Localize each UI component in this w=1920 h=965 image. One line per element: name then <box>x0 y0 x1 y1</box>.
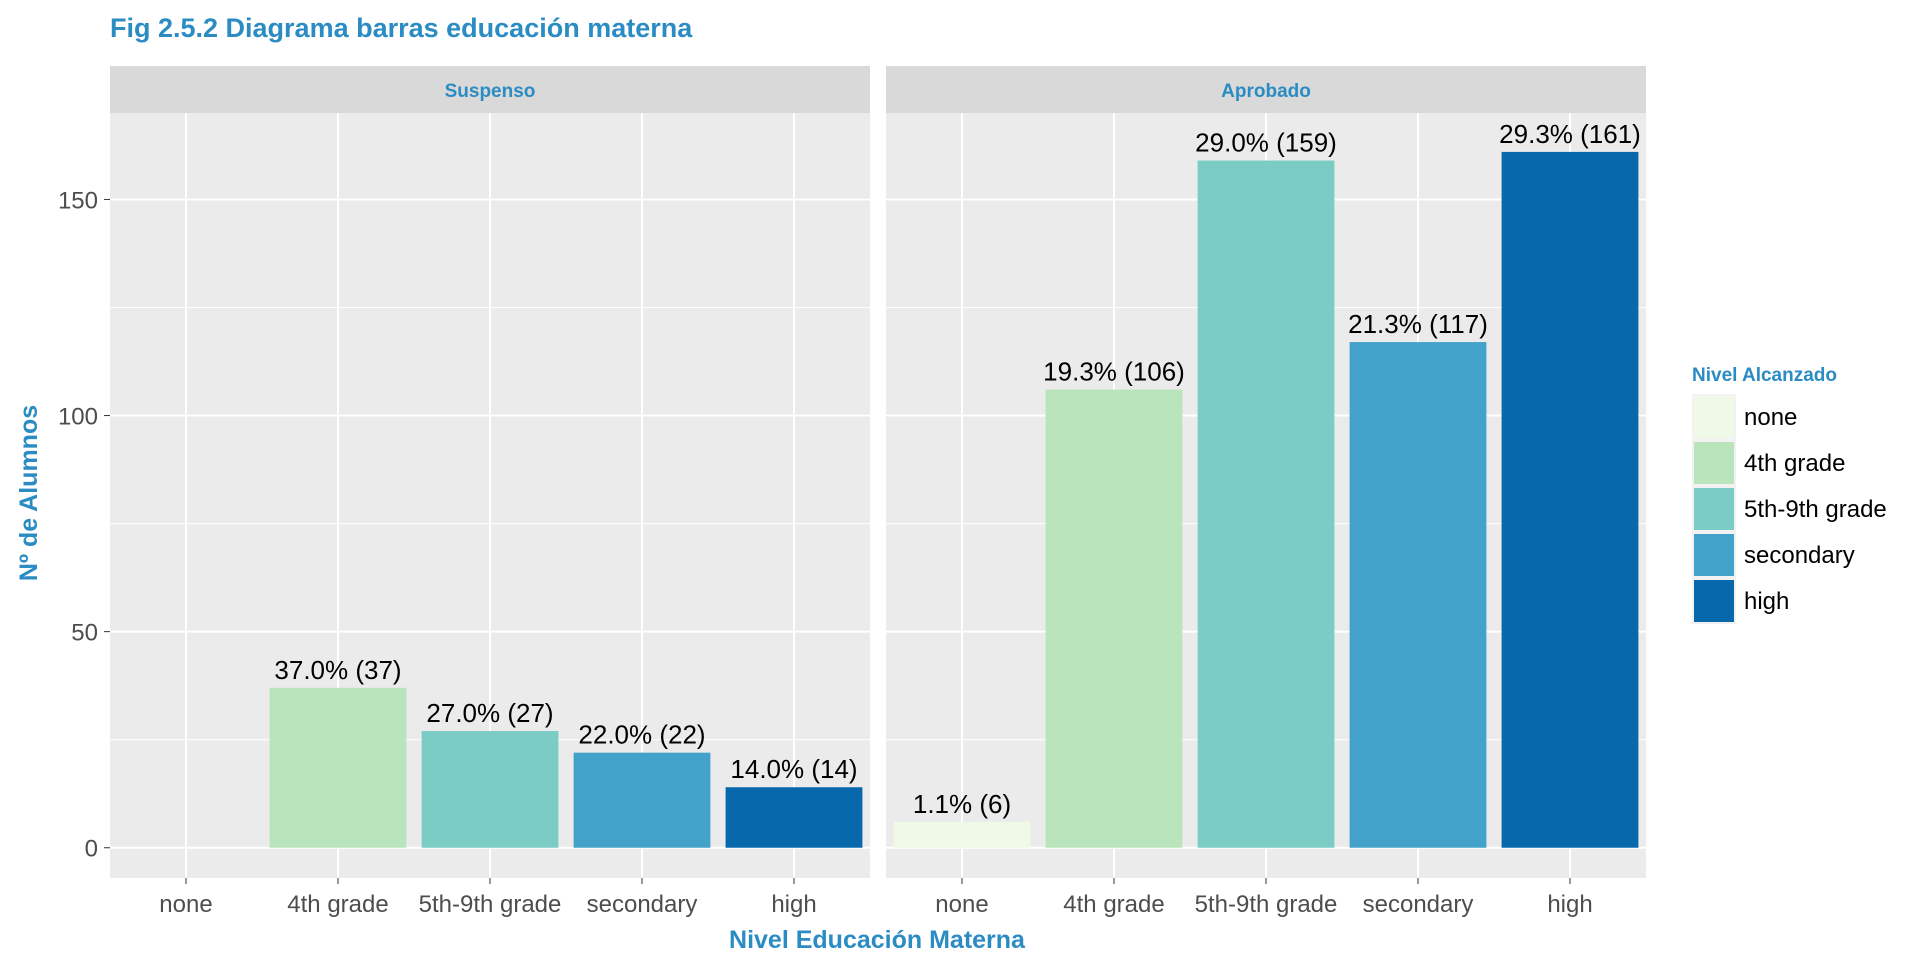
bar-suspenso-high <box>725 787 863 848</box>
chart-title: Fig 2.5.2 Diagrama barras educación mate… <box>110 13 693 43</box>
data-label: 21.3% (117) <box>1348 309 1488 339</box>
x-tick-label: 5th-9th grade <box>419 891 562 918</box>
x-tick-label: 4th grade <box>1063 891 1164 918</box>
y-tick-label: 50 <box>71 620 98 647</box>
legend-label: 4th grade <box>1744 450 1845 477</box>
x-tick-label: secondary <box>1363 891 1474 918</box>
facet-strip <box>886 66 1646 113</box>
facet-strip-label: Suspenso <box>445 81 536 102</box>
bar-aprobado-secondary <box>1349 342 1487 848</box>
data-label: 22.0% (22) <box>578 720 705 750</box>
legend-swatch-secondary <box>1694 534 1734 576</box>
bar-suspenso-4th-grade <box>269 687 407 848</box>
bar-aprobado-4th-grade <box>1045 389 1183 848</box>
legend-swatch-none <box>1694 396 1734 438</box>
x-tick-label: none <box>935 891 988 918</box>
legend-swatch-5th-9th-grade <box>1694 488 1734 530</box>
x-tick-label: secondary <box>587 891 698 918</box>
data-label: 27.0% (27) <box>426 698 553 728</box>
bar-aprobado-high <box>1501 151 1639 848</box>
bar-aprobado-5th-9th-grade <box>1197 160 1335 848</box>
facet-panel-aprobado: Aprobado 1.1% (6) none 19.3% (106) 4th grade… <box>886 66 1646 918</box>
y-tick-label: 0 <box>85 836 98 863</box>
x-axis-label: Nivel Educación Materna <box>729 926 1026 954</box>
x-tick-label: none <box>159 891 212 918</box>
legend-swatch-high <box>1694 580 1734 622</box>
data-label: 37.0% (37) <box>274 655 401 685</box>
legend-swatch-4th-grade <box>1694 442 1734 484</box>
data-label: 29.0% (159) <box>1195 128 1337 158</box>
bar-suspenso-secondary <box>573 752 711 848</box>
x-tick-label: high <box>1547 891 1592 918</box>
y-tick-label: 100 <box>58 404 98 431</box>
data-label: 1.1% (6) <box>913 789 1011 819</box>
facet-panel-suspenso: Suspenso none 37.0% (37) 4th grade 27.0% (27… <box>110 66 870 918</box>
legend-label: 5th-9th grade <box>1744 496 1887 523</box>
legend: Nivel Alcanzado none 4th grade 5th-9th gra… <box>1692 365 1887 624</box>
y-axis-label: Nº de Alumnos <box>15 405 43 581</box>
legend-label: secondary <box>1744 542 1855 569</box>
facet-panels: Suspenso none 37.0% (37) 4th grade 27.0% (27… <box>110 66 1646 918</box>
x-tick-label: high <box>771 891 816 918</box>
y-axis: 0 50 100 150 <box>58 187 110 863</box>
data-label: 29.3% (161) <box>1499 119 1641 149</box>
data-label: 19.3% (106) <box>1043 357 1185 387</box>
y-tick-label: 150 <box>58 187 98 214</box>
legend-label: none <box>1744 404 1797 431</box>
bar-aprobado-none <box>893 821 1031 848</box>
legend-title: Nivel Alcanzado <box>1692 365 1837 386</box>
facet-strip-label: Aprobado <box>1221 81 1311 102</box>
legend-label: high <box>1744 588 1789 615</box>
bar-suspenso-5th-9th-grade <box>421 731 559 848</box>
facet-strip <box>110 66 870 113</box>
x-tick-label: 5th-9th grade <box>1195 891 1338 918</box>
x-tick-label: 4th grade <box>287 891 388 918</box>
data-label: 14.0% (14) <box>730 754 857 784</box>
